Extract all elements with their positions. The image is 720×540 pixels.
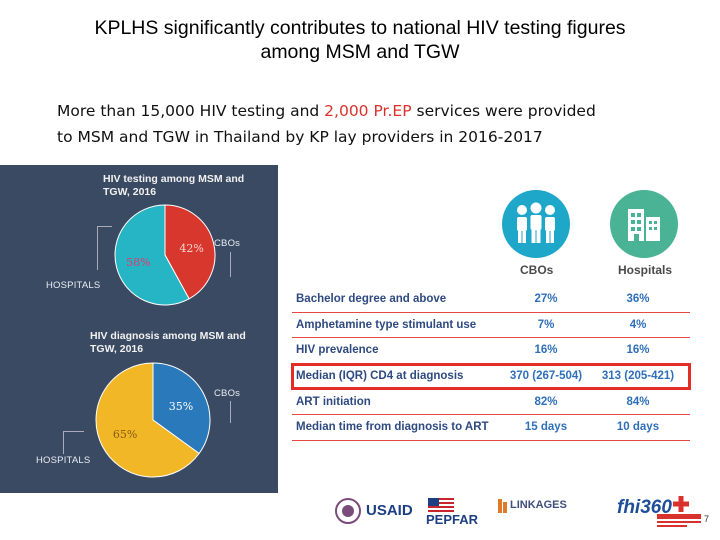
chart2-cbos-callout-line xyxy=(230,401,231,423)
hospitals-value: 36% xyxy=(626,293,650,306)
testing-pie-slice-cbos xyxy=(164,204,216,300)
row-label: ART initiation xyxy=(296,395,371,408)
people-group-icon xyxy=(502,190,570,258)
red-cross-icon xyxy=(673,496,689,512)
testing-pie-slice-hospitals xyxy=(114,204,190,306)
cbos-value: 27% xyxy=(534,293,558,306)
chart1-hospitals-callout-line xyxy=(97,226,112,270)
diagnosis-pie-slice-hospitals xyxy=(95,362,200,478)
government-seal-icon xyxy=(335,498,361,524)
row-label: Amphetamine type stimulant use xyxy=(296,318,477,331)
fhi360-logo: fhi360 xyxy=(617,497,672,518)
subtitle-part2: services were provided xyxy=(411,102,596,120)
comparison-table: Bachelor degree and above 27% 36% Amphetami… xyxy=(291,287,691,441)
diagnosis-pie-slice-label-cbos: 35% xyxy=(169,400,193,413)
linkages-mark-icon xyxy=(498,499,507,513)
slide-title-line1: KPLHS significantly contributes to natio… xyxy=(94,17,626,39)
cbos-value: 370 (267-504) xyxy=(509,370,583,383)
subtitle-line2: to MSM and TGW in Thailand by KP lay pro… xyxy=(57,128,543,146)
chart2-hospitals-label: HOSPITALS xyxy=(36,455,91,466)
table-row: HIV prevalence 16% 16% xyxy=(292,338,690,364)
building-icon xyxy=(610,190,678,258)
chart1-cbos-callout-line xyxy=(230,252,231,277)
slide-title: KPLHS significantly contributes to natio… xyxy=(0,16,720,64)
table-row-highlighted: Median (IQR) CD4 at diagnosis 370 (267-50… xyxy=(291,362,691,391)
chart1-title-line1: HIV testing among MSM and xyxy=(103,173,245,185)
chart1-title: HIV testing among MSM and TGW, 2016 xyxy=(103,173,244,199)
subtitle-part1: More than 15,000 HIV testing and xyxy=(57,102,325,120)
chart2-title: HIV diagnosis among MSM and TGW, 2016 xyxy=(90,330,246,356)
linkages-logo: LINKAGES xyxy=(510,499,567,511)
slide-subtitle: More than 15,000 HIV testing and 2,000 P… xyxy=(57,98,697,150)
hospitals-value: 16% xyxy=(626,344,650,357)
hospitals-value: 10 days xyxy=(616,421,660,434)
row-label: Median time from diagnosis to ART xyxy=(296,421,489,434)
row-label: Bachelor degree and above xyxy=(296,293,447,306)
testing-pie-slice-label-cbos: 42% xyxy=(179,242,203,255)
pepfar-logo: PEPFAR xyxy=(426,512,479,527)
chart1-cbos-label: CBOs xyxy=(214,238,241,249)
subtitle-highlight: 2,000 Pr.EP xyxy=(324,102,412,120)
col-header-hospitals: Hospitals xyxy=(618,263,673,277)
table-row: Median time from diagnosis to ART 15 days… xyxy=(292,415,690,441)
cbos-value: 7% xyxy=(537,318,555,331)
thai-red-cross-emblem xyxy=(657,514,701,527)
diagnosis-pie-chart: 35% 65% xyxy=(95,362,211,478)
testing-pie-slice-label-hospitals: 58% xyxy=(126,256,150,269)
hospitals-value: 4% xyxy=(629,318,647,331)
col-header-cbos: CBOs xyxy=(520,263,554,277)
chart2-title-line2: TGW, 2016 xyxy=(90,343,144,355)
chart2-cbos-label: CBOs xyxy=(214,388,241,399)
slide-title-line2: among MSM and TGW xyxy=(260,41,460,63)
hospitals-value: 84% xyxy=(626,395,650,408)
page-number: 7 xyxy=(704,514,710,524)
us-flag-icon xyxy=(428,498,454,512)
usaid-logo: USAID xyxy=(366,502,413,519)
hospitals-value: 313 (205-421) xyxy=(601,370,675,383)
diagnosis-pie-slice-cbos xyxy=(152,362,211,455)
cbos-value: 16% xyxy=(534,344,558,357)
cbos-value: 82% xyxy=(534,395,558,408)
diagnosis-pie-slice-label-hospitals: 65% xyxy=(113,428,137,441)
chart2-hospitals-callout-line xyxy=(63,431,84,454)
testing-pie-chart: 42% 58% xyxy=(114,204,216,306)
cbos-value: 15 days xyxy=(524,421,568,434)
chart1-hospitals-label: HOSPITALS xyxy=(46,280,101,291)
row-label: Median (IQR) CD4 at diagnosis xyxy=(296,370,464,383)
table-row: Amphetamine type stimulant use 7% 4% xyxy=(292,313,690,339)
chart2-title-line1: HIV diagnosis among MSM and xyxy=(90,330,246,342)
chart1-title-line2: TGW, 2016 xyxy=(103,186,157,198)
table-row: Bachelor degree and above 27% 36% xyxy=(292,287,690,313)
table-row: ART initiation 82% 84% xyxy=(292,389,690,415)
row-label: HIV prevalence xyxy=(296,344,379,357)
partner-logos: USAID PEPFAR LINKAGES fhi360 7 xyxy=(330,496,720,536)
